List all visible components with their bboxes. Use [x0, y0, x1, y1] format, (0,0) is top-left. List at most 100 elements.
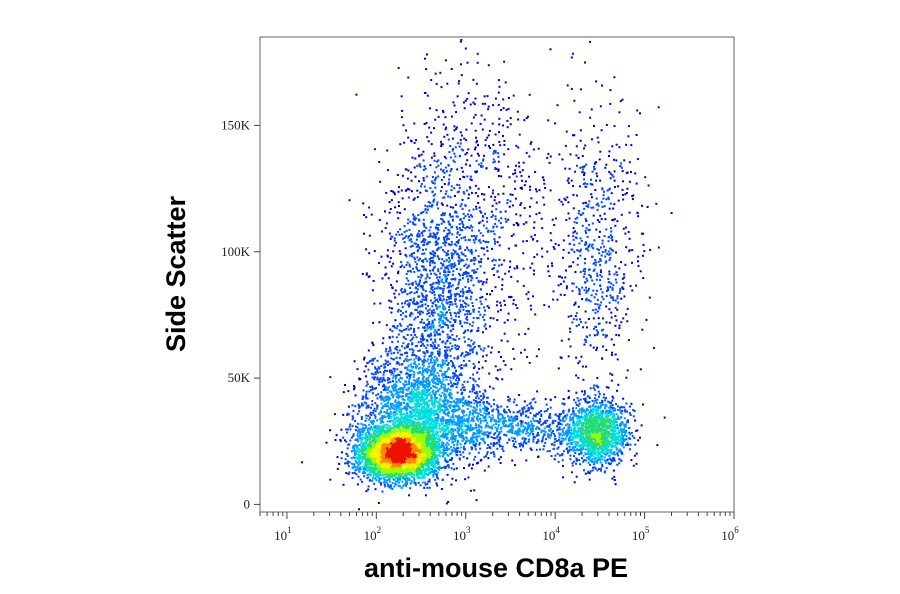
event-dot	[614, 483, 617, 486]
event-dot	[484, 360, 487, 362]
event-dot	[565, 269, 567, 272]
event-dot	[373, 482, 376, 485]
event-dot	[465, 414, 468, 417]
event-dot	[473, 235, 476, 237]
event-dot	[375, 443, 378, 446]
event-dot	[448, 260, 451, 262]
event-dot	[532, 417, 534, 420]
event-dot	[504, 303, 507, 306]
event-dot	[444, 376, 447, 379]
event-dot	[576, 249, 579, 252]
event-dot	[506, 340, 509, 343]
event-dot	[553, 224, 556, 226]
event-dot	[373, 302, 376, 305]
event-dot	[381, 342, 384, 345]
event-dot	[623, 159, 626, 162]
event-dot	[378, 479, 380, 482]
event-dot	[634, 443, 637, 446]
event-dot	[579, 419, 582, 422]
event-dot	[406, 412, 409, 415]
event-dot	[603, 245, 605, 248]
event-dot	[421, 333, 424, 336]
event-dot	[604, 420, 607, 423]
event-dot	[557, 460, 560, 463]
event-dot	[583, 262, 586, 265]
event-dot	[430, 379, 433, 382]
event-dot	[590, 108, 593, 111]
event-dot	[395, 408, 398, 411]
event-dot	[355, 468, 358, 471]
event-dot	[366, 380, 369, 383]
event-dot	[418, 349, 421, 352]
event-dot	[437, 228, 440, 231]
event-dot	[500, 405, 503, 408]
event-dot	[446, 413, 449, 416]
event-dot	[523, 348, 526, 351]
event-dots	[301, 39, 673, 511]
event-dot	[604, 397, 607, 399]
event-dot	[405, 255, 408, 258]
event-dot	[433, 359, 436, 362]
event-dot	[461, 409, 464, 412]
event-dot	[493, 233, 496, 236]
event-dot	[527, 115, 529, 118]
event-dot	[467, 304, 470, 307]
event-dot	[626, 369, 629, 372]
event-dot	[418, 408, 421, 411]
event-dot	[392, 471, 395, 474]
event-dot	[570, 433, 573, 436]
event-dot	[458, 272, 460, 275]
event-dot	[434, 378, 437, 380]
event-dot	[481, 128, 484, 131]
event-dot	[433, 331, 436, 334]
event-dot	[564, 438, 567, 441]
event-dot	[518, 409, 521, 412]
event-dot	[632, 409, 635, 411]
event-dot	[596, 461, 598, 464]
event-dot	[589, 387, 592, 390]
event-dot	[535, 448, 538, 451]
event-dot	[476, 371, 479, 374]
event-dot	[474, 424, 477, 427]
event-dot	[588, 223, 591, 226]
event-dot	[430, 398, 433, 401]
event-dot	[388, 407, 391, 410]
event-dot	[596, 275, 599, 277]
event-dot	[436, 276, 439, 279]
event-dot	[599, 451, 602, 454]
event-dot	[457, 424, 460, 427]
event-dot	[533, 226, 535, 229]
event-dot	[354, 460, 357, 463]
event-dot	[440, 179, 443, 181]
event-dot	[427, 208, 429, 211]
event-dot	[533, 419, 535, 422]
event-dot	[591, 170, 594, 173]
event-dot	[419, 429, 422, 432]
event-dot	[391, 392, 394, 395]
event-dot	[580, 411, 583, 414]
event-dot	[469, 175, 472, 178]
event-dot	[522, 267, 525, 270]
event-dot	[384, 369, 386, 372]
event-dot	[446, 419, 449, 422]
event-dot	[451, 233, 454, 236]
event-dot	[492, 441, 495, 444]
event-dot	[444, 384, 447, 387]
event-dot	[512, 445, 515, 448]
event-dot	[458, 233, 461, 236]
event-dot	[352, 409, 355, 412]
event-dot	[542, 179, 545, 182]
event-dot	[353, 454, 356, 457]
event-dot	[480, 399, 483, 401]
event-dot	[442, 386, 445, 389]
event-dot	[589, 275, 592, 277]
event-dot	[473, 458, 476, 461]
event-dot	[576, 448, 579, 451]
event-dot	[575, 407, 578, 410]
event-dot	[441, 330, 444, 333]
event-dot	[415, 471, 418, 474]
event-dot	[597, 448, 600, 451]
event-dot	[599, 258, 602, 261]
event-dot	[397, 272, 399, 275]
event-dot	[606, 286, 609, 289]
